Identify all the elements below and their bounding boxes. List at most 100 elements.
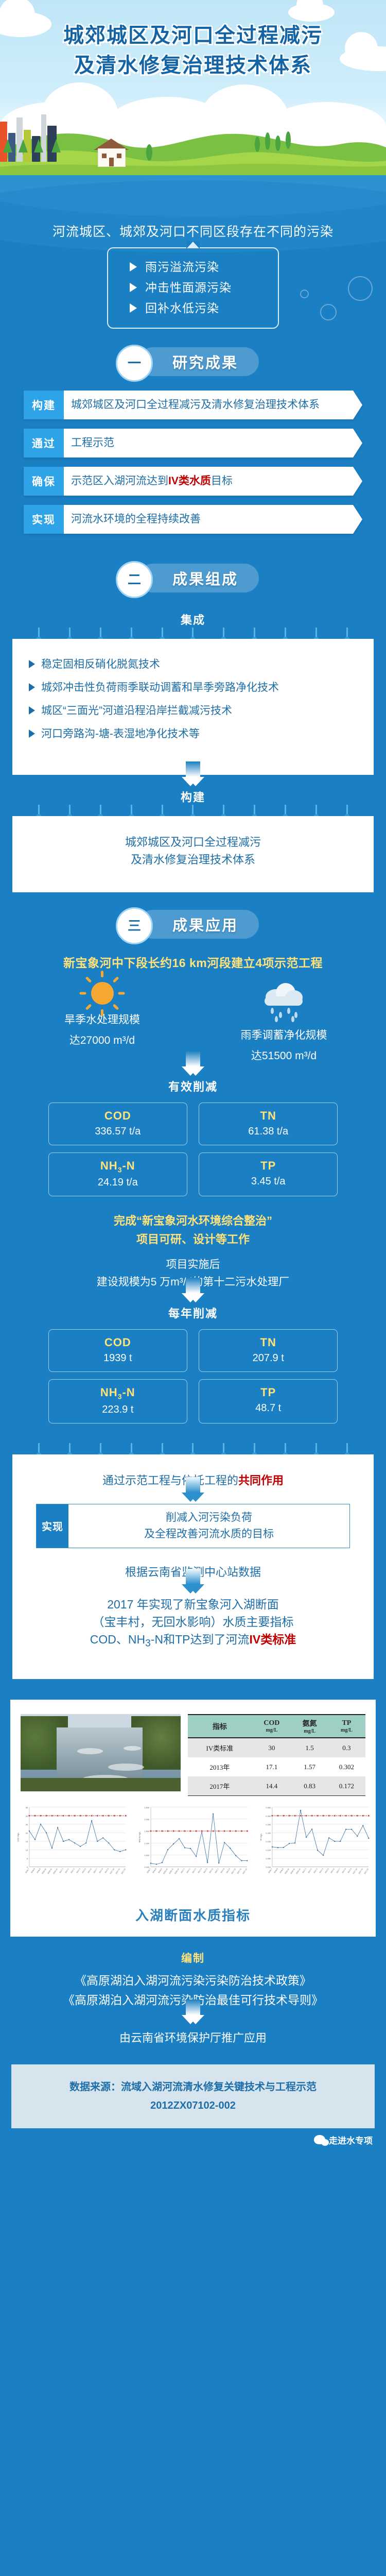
section-number: 二 — [127, 572, 141, 587]
svg-text:2016.8: 2016.8 — [30, 1868, 35, 1874]
technology-item: 稳定固相反硝化脱氮技术 — [26, 656, 360, 672]
source-line-1: 数据来源：流域入湖河流清水修复关键技术与工程示范 — [69, 2081, 317, 2093]
reduction-cell: TN 61.38 t/a — [199, 1103, 338, 1145]
reduction-key: TP — [260, 1159, 276, 1172]
season-scale-row: 旱季水处理规模 达27000 m³/d 雨季调蓄净化规模 达51500 m³/d — [0, 971, 386, 1064]
svg-text:2017.10: 2017.10 — [110, 1868, 115, 1875]
annual-cell: TP 48.7 t — [199, 1379, 338, 1423]
system-line-1: 城郊城区及河口全过程减污 — [125, 836, 261, 849]
wechat-icon — [314, 2135, 329, 2146]
svg-text:2016.10: 2016.10 — [163, 1868, 168, 1875]
technology-label: 稳定固相反硝化脱氮技术 — [41, 658, 160, 670]
svg-text:2017.12: 2017.12 — [364, 1868, 370, 1875]
section-number: 一 — [127, 355, 141, 371]
river-photo — [21, 1714, 181, 1792]
result-line-2: （宝丰村，无回水影响）水质主要指标 — [92, 1615, 294, 1629]
annual-reduction-grid: COD 1939 t TN 207.9 t NH3-N 223.9 t TP 4… — [0, 1323, 386, 1425]
system-note-card: 城郊城区及河口全过程减污 及清水修复治理技术体系 — [12, 805, 374, 892]
section-pill: 一 研究成果 — [115, 345, 259, 382]
pollution-item: 冲击性面源污染 — [108, 277, 278, 298]
svg-text:2016.7: 2016.7 — [25, 1868, 29, 1874]
project-line-1: 完成“新宝象河水环境综合整治” — [113, 1214, 272, 1228]
reduction-cell: COD 336.57 t/a — [48, 1103, 187, 1145]
evidence-card: 指标 COD mg/L 氨氮 mg/L TP mg/L IV类标准 30 1.5 0.… — [10, 1700, 376, 1937]
svg-text:2016.12: 2016.12 — [52, 1868, 58, 1875]
result-line-1: 2017 年实现了新宝象河入湖断面 — [107, 1597, 279, 1611]
bubble-icon — [320, 304, 337, 320]
impl-line-2: 及全程改善河流水质的目标 — [144, 1528, 274, 1540]
pollution-item: 回补水低污染 — [108, 298, 278, 318]
svg-text:2017.1: 2017.1 — [302, 1868, 306, 1874]
title-line-1: 城郊城区及河口全过程减污 — [63, 24, 323, 47]
result-highlight: IV类标准 — [249, 1632, 296, 1646]
cell-ammonia: 1.57 — [304, 1762, 316, 1771]
svg-text:2017.7: 2017.7 — [336, 1868, 341, 1874]
svg-text:2016.11: 2016.11 — [47, 1868, 52, 1874]
build-label: 构建 — [180, 791, 205, 804]
pollution-label: 冲击性面源污染 — [145, 281, 232, 294]
annual-key: NH3-N — [100, 1386, 135, 1401]
photo-and-table-row: 指标 COD mg/L 氨氮 mg/L TP mg/L IV类标准 30 1.5 0.… — [10, 1707, 376, 1797]
result-row: 确保 示范区入湖河流达到IV类水质目标 — [24, 467, 362, 496]
svg-text:2016.12: 2016.12 — [174, 1868, 180, 1875]
triangle-bullet-icon — [130, 283, 137, 292]
triangle-bullet-icon — [29, 730, 35, 738]
triangle-bullet-icon — [29, 706, 35, 715]
pollution-type-box: 雨污溢流污染 冲击性面源污染 回补水低污染 — [107, 241, 279, 329]
svg-text:2017.10: 2017.10 — [231, 1868, 237, 1875]
svg-text:2017.11: 2017.11 — [115, 1868, 120, 1874]
col-header-ammonia: 氨氮 mg/L — [291, 1714, 328, 1739]
joint-effect-text: 通过示范工程与依托工程的共同作用 — [26, 1472, 360, 1489]
reduction-key: NH3-N — [100, 1159, 135, 1174]
section-heading-result-application: 三 成果应用 — [0, 892, 386, 952]
svg-text:2016.12: 2016.12 — [295, 1868, 301, 1875]
system-box: 城郊城区及河口全过程减污 及清水修复治理技术体系 — [12, 816, 374, 892]
annual-value: 223.9 t — [102, 1403, 134, 1415]
hero-banner: 城郊城区及河口全过程减污 及清水修复治理技术体系 — [0, 0, 386, 175]
annual-cell: NH3-N 223.9 t — [48, 1379, 187, 1423]
svg-text:0.250: 0.250 — [266, 1824, 271, 1826]
cloud-icon — [340, 32, 386, 71]
svg-text:15: 15 — [26, 1841, 28, 1843]
dry-season-value: 达27000 m³/d — [69, 1035, 135, 1046]
reduction-value: 3.45 t/a — [251, 1176, 286, 1187]
chart-cod: 0 5 10 15 20 25 30 35 COD mg/L 2016.7 2016.8 2016.9… — [14, 1803, 129, 1897]
joint-effect-body: 通过示范工程与依托工程的共同作用 实现 削减入河污染负荷 及全程改善河流水质的目… — [12, 1454, 374, 1680]
bubble-icon — [300, 290, 309, 298]
triangle-bullet-icon — [130, 303, 137, 313]
result-line-3: COD、NH3-N和TP达到了河流IV类标准 — [26, 1631, 360, 1653]
impl-line-1: 削减入河污染负荷 — [166, 1511, 252, 1523]
triangle-bullet-icon — [130, 262, 137, 272]
result-text: 河流水环境的全程持续改善 — [64, 505, 362, 534]
svg-text:30: 30 — [26, 1816, 28, 1818]
source-line-2: 2012ZX07102-002 — [150, 2099, 236, 2111]
svg-text:2017.4: 2017.4 — [319, 1868, 323, 1874]
svg-text:2016.8: 2016.8 — [152, 1868, 156, 1874]
svg-text:1.000: 1.000 — [144, 1843, 149, 1845]
cell-cod: 17.1 — [266, 1762, 278, 1771]
triangle-bullet-icon — [29, 683, 35, 691]
svg-text:2.000: 2.000 — [144, 1819, 149, 1821]
project-completion: 完成“新宝象河水环境综合整治” 项目可研、设计等工作 — [0, 1198, 386, 1251]
pollution-item: 雨污溢流污染 — [108, 257, 278, 277]
technology-note-card: 稳定固相反硝化脱氮技术 城郊冲击性负荷雨季联动调蓄和旱季旁路净化技术 城区“三面… — [12, 628, 374, 775]
table-row: 2013年 17.1 1.57 0.302 — [188, 1757, 365, 1776]
svg-text:0.100: 0.100 — [266, 1850, 271, 1852]
annual-value: 1939 t — [103, 1352, 132, 1364]
annual-key: TP — [260, 1386, 276, 1399]
title-line-2: 及清水修复治理技术体系 — [74, 54, 312, 77]
implementation-tag: 实现 — [37, 1504, 68, 1548]
svg-text:2017.6: 2017.6 — [87, 1868, 92, 1874]
technology-label: 河口旁路沟-塘-表湿地净化技术等 — [41, 728, 200, 740]
section-pill: 三 成果应用 — [115, 907, 259, 944]
charts-card: 0 5 10 15 20 25 30 35 COD mg/L 2016.7 2016.8 2016.9… — [10, 1796, 376, 1937]
wechat-account[interactable]: 走进水专项 — [0, 2128, 386, 2158]
reduction-cell: NH3-N 24.19 t/a — [48, 1153, 187, 1197]
pollution-label: 雨污溢流污染 — [145, 260, 219, 274]
svg-text:2017.8: 2017.8 — [342, 1868, 346, 1874]
section-title: 成果组成 — [172, 571, 238, 588]
research-results-list: 构建 城郊城区及河口全过程减污及清水修复治理技术体系 通过 工程示范 确保 示范… — [0, 389, 386, 546]
cell-cod: 14.4 — [252, 1776, 292, 1797]
water-quality-table: 指标 COD mg/L 氨氮 mg/L TP mg/L IV类标准 30 1.5 0.… — [187, 1714, 365, 1797]
city-skyline-illustration — [0, 112, 62, 162]
